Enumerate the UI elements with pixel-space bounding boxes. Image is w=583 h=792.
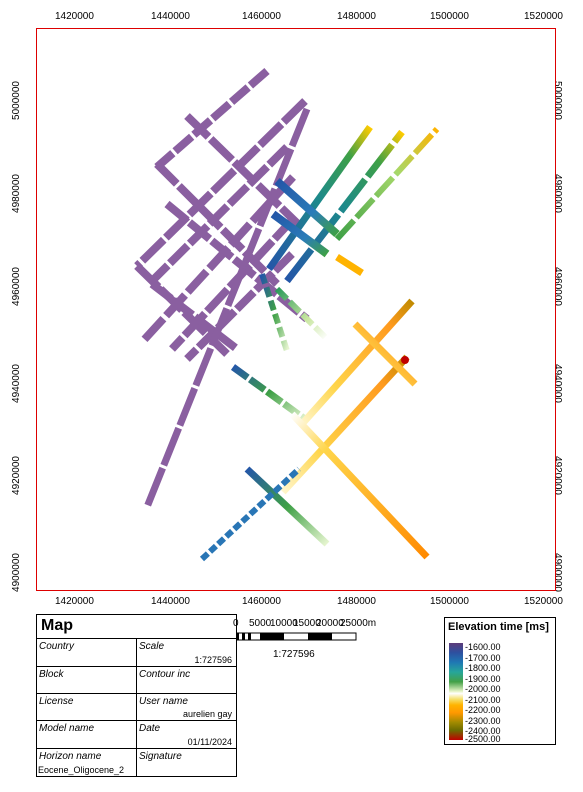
scale-bar-graphic xyxy=(236,632,357,641)
user-cell: User name aurelien gay xyxy=(137,694,236,721)
line-green-1 xyxy=(334,126,440,242)
country-cell: Country xyxy=(37,639,137,667)
date-cell: Date 01/11/2024 xyxy=(137,721,236,749)
line-green-se xyxy=(230,364,308,422)
x-tick-label: 1520000 xyxy=(524,11,563,22)
scale-label: Scale xyxy=(139,641,165,652)
x-tick-label: 1460000 xyxy=(242,11,281,22)
y-tick-label: 4980000 xyxy=(10,174,22,213)
signature-label: Signature xyxy=(139,751,182,762)
purple-lines-nw xyxy=(134,113,310,357)
contour-label: Contour inc xyxy=(139,669,191,680)
license-cell: License xyxy=(37,694,137,721)
red-marker xyxy=(401,356,409,364)
scale-ratio: 1:727596 xyxy=(273,649,315,660)
y-tick-label: 4920000 xyxy=(10,456,22,495)
legend-item: -2500.00 xyxy=(465,734,501,744)
signature-cell: Signature xyxy=(137,749,236,776)
user-value: aurelien gay xyxy=(182,709,232,719)
line-orange-ne-2 xyxy=(280,354,410,495)
line-orange-ne-1 xyxy=(299,298,415,427)
scale-label-3: 15000 xyxy=(293,618,321,629)
block-cell: Block xyxy=(37,667,137,694)
legend-item: -1800.00 xyxy=(465,663,501,673)
line-blue-green-1 xyxy=(266,124,373,272)
scale-label-4: 20000 xyxy=(316,618,344,629)
contour-cell: Contour inc xyxy=(137,667,236,694)
legend-item: -2200.00 xyxy=(465,705,501,715)
date-value: 01/11/2024 xyxy=(187,737,232,747)
line-blue-low-ne xyxy=(199,466,302,562)
line-orange-se-long xyxy=(289,411,430,560)
model-cell: Model name xyxy=(37,721,137,749)
line-green-white xyxy=(274,286,330,342)
x-tick-label: 1500000 xyxy=(430,11,469,22)
x-tick-label: 1420000 xyxy=(55,596,94,607)
legend-item: -1900.00 xyxy=(465,673,501,684)
map-canvas xyxy=(134,67,440,562)
line-blue-se-1 xyxy=(274,178,340,237)
legend-item: -2400.00 xyxy=(465,726,501,736)
scale-value: 1:727596 xyxy=(194,655,232,665)
x-tick-label: 1500000 xyxy=(430,596,469,607)
map-title: Map xyxy=(41,617,73,634)
x-tick-label: 1480000 xyxy=(337,11,376,22)
legend-item: -2100.00 xyxy=(465,694,501,705)
scale-cell: Scale 1:727596 xyxy=(137,639,236,667)
line-blue-se-2 xyxy=(270,210,330,258)
x-tick-label: 1420000 xyxy=(55,11,94,22)
line-orange-se-short xyxy=(352,321,418,387)
legend-item: -2000.00 xyxy=(465,684,501,694)
legend-item: -2300.00 xyxy=(465,715,501,726)
y-tick-label: 4940000 xyxy=(10,364,22,403)
model-label: Model name xyxy=(39,723,95,734)
horizon-cell: Horizon name Eocene_Oligocene_2 xyxy=(37,749,137,776)
block-label: Block xyxy=(39,669,64,680)
horizon-value: Eocene_Oligocene_2 xyxy=(38,765,125,775)
y-tick-label: 4960000 xyxy=(10,267,22,306)
scale-label-5: 25000m xyxy=(340,618,377,629)
license-label: License xyxy=(39,696,74,707)
user-label: User name xyxy=(139,696,188,707)
legend-title: Elevation time [ms] xyxy=(448,621,549,633)
purple-long-line xyxy=(143,107,311,509)
legend-color-bar xyxy=(449,643,463,740)
map-title-cell: Map xyxy=(37,615,236,639)
map-frame[interactable] xyxy=(36,28,556,591)
legend-item: -1700.00 xyxy=(465,652,501,663)
x-tick-label: 1460000 xyxy=(242,596,281,607)
y-tick-label: 5000000 xyxy=(10,81,22,120)
scale-label-1: 5000 xyxy=(249,618,272,629)
elevation-legend: Elevation time [ms] -1600.00 -1700.00 -1… xyxy=(444,617,556,745)
scale-label-2: 10000 xyxy=(270,618,298,629)
line-green-low-se xyxy=(244,466,330,547)
y-tick-label: 4900000 xyxy=(10,553,22,592)
x-tick-label: 1480000 xyxy=(337,596,376,607)
map-info-table: Map Country Scale 1:727596 Block Contour… xyxy=(36,614,237,777)
x-tick-label: 1520000 xyxy=(524,596,563,607)
horizon-label: Horizon name xyxy=(39,751,102,762)
legend-item: -1600.00 xyxy=(465,642,501,652)
x-tick-label: 1440000 xyxy=(151,11,190,22)
x-tick-label: 1440000 xyxy=(151,596,190,607)
date-label: Date xyxy=(139,723,161,734)
scale-label-0: 0 xyxy=(233,618,239,629)
line-blue-green-2 xyxy=(284,129,405,284)
line-yellow-stub xyxy=(335,254,364,276)
country-label: Country xyxy=(39,641,75,652)
